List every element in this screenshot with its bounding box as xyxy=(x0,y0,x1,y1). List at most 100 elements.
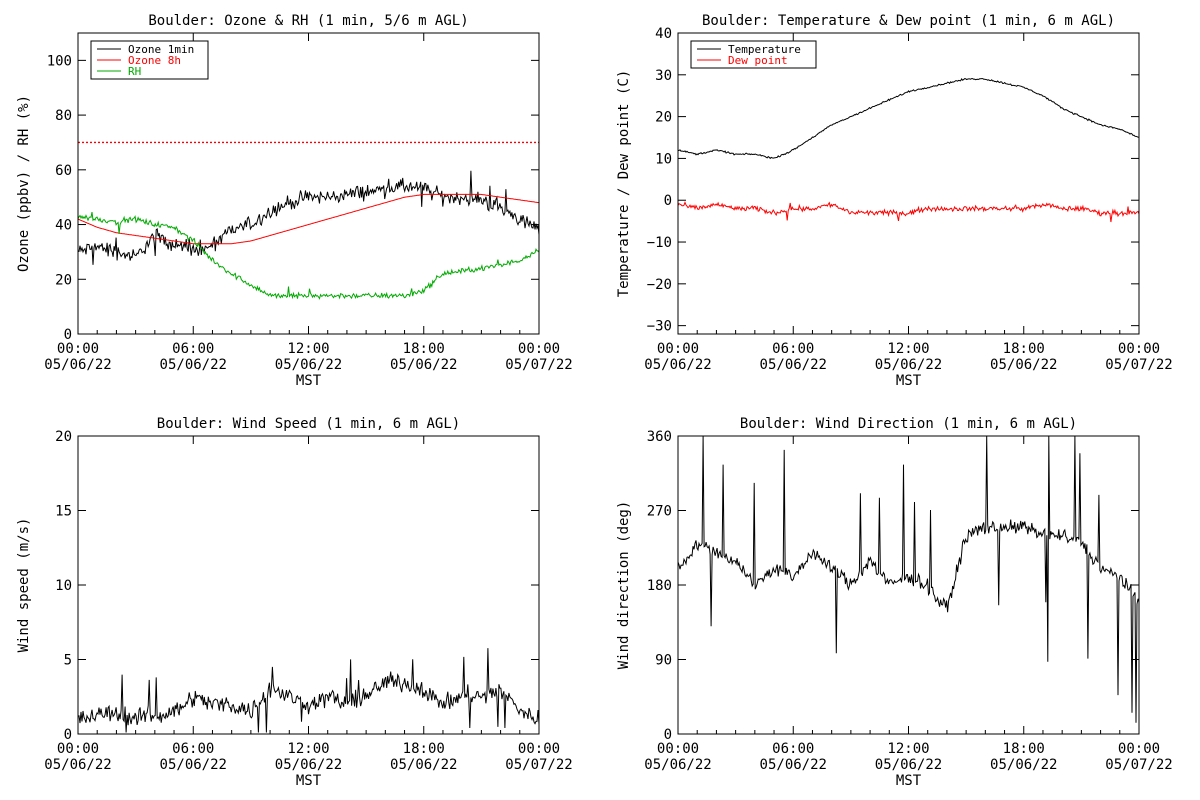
y-tick-label: 40 xyxy=(655,26,672,42)
x-axis-label: MST xyxy=(896,773,922,789)
panel-1: Boulder: Ozone & RH (1 min, 5/6 m AGL)00… xyxy=(16,13,573,389)
x-tick-label: 12:00 xyxy=(887,741,929,757)
panel-3: Boulder: Wind Speed (1 min, 6 m AGL) 00:0… xyxy=(16,416,573,789)
y-tick-label: −20 xyxy=(647,277,672,293)
x-tick-label: 12:00 xyxy=(287,741,329,757)
x-tick-date: 05/06/22 xyxy=(644,757,711,773)
plot-area xyxy=(78,648,539,733)
x-tick-label: 00:00 xyxy=(1118,341,1160,357)
legend-label: RH xyxy=(128,65,141,78)
x-tick-label: 18:00 xyxy=(1003,741,1045,757)
x-tick-label: 06:00 xyxy=(772,741,814,757)
legend-label: Dew point xyxy=(728,54,788,67)
plot-area xyxy=(78,141,539,300)
y-tick-label: 0 xyxy=(664,193,672,209)
x-tick-label: 00:00 xyxy=(518,741,560,757)
x-tick-date: 05/07/22 xyxy=(505,357,572,373)
plot-area xyxy=(678,436,1139,723)
x-tick-label: 06:00 xyxy=(172,341,214,357)
legend-label: Ozone 1min xyxy=(128,43,194,56)
x-tick-date: 05/06/22 xyxy=(644,357,711,373)
x-tick-date: 05/06/22 xyxy=(275,357,342,373)
series-line-wind-direction-deg xyxy=(678,436,1139,723)
plot-area xyxy=(678,77,1139,223)
y-tick-label: 0 xyxy=(64,327,72,343)
x-tick-date: 05/06/22 xyxy=(760,757,827,773)
x-tick-date: 05/06/22 xyxy=(390,757,457,773)
x-tick-date: 05/06/22 xyxy=(160,357,227,373)
x-tick-date: 05/07/22 xyxy=(1105,357,1172,373)
x-tick-label: 18:00 xyxy=(403,741,445,757)
plot-frame xyxy=(677,435,1140,735)
y-tick-label: 60 xyxy=(55,163,72,179)
y-axis-label: Wind direction (deg) xyxy=(616,501,632,670)
y-tick-label: 10 xyxy=(655,151,672,167)
legend-label: Temperature xyxy=(728,43,801,56)
x-axis-label: MST xyxy=(896,373,922,389)
x-tick-label: 00:00 xyxy=(57,341,99,357)
x-tick-label: 06:00 xyxy=(772,341,814,357)
x-tick-label: 00:00 xyxy=(518,341,560,357)
x-tick-date: 05/06/22 xyxy=(44,757,111,773)
y-tick-label: 10 xyxy=(55,578,72,594)
y-tick-label: 100 xyxy=(47,53,72,69)
x-tick-label: 00:00 xyxy=(657,741,699,757)
y-tick-label: 80 xyxy=(55,108,72,124)
x-tick-label: 12:00 xyxy=(287,341,329,357)
x-tick-date: 05/07/22 xyxy=(1105,757,1172,773)
panel-title: Boulder: Ozone & RH (1 min, 5/6 m AGL) xyxy=(148,13,468,29)
x-tick-date: 05/06/22 xyxy=(390,357,457,373)
y-tick-label: 360 xyxy=(647,429,672,445)
x-tick-label: 00:00 xyxy=(1118,741,1160,757)
y-axis-label: Ozone (ppbv) / RH (%) xyxy=(16,95,32,272)
x-tick-date: 05/06/22 xyxy=(990,757,1057,773)
panel-title: Boulder: Temperature & Dew point (1 min,… xyxy=(702,13,1115,29)
plot-frame xyxy=(77,435,540,735)
y-tick-label: 20 xyxy=(55,429,72,445)
x-tick-label: 18:00 xyxy=(403,341,445,357)
y-tick-label: 20 xyxy=(655,110,672,126)
x-tick-date: 05/06/22 xyxy=(990,357,1057,373)
y-axis-label: Temperature / Dew point (C) xyxy=(616,70,632,298)
x-axis-label: MST xyxy=(296,773,322,789)
y-tick-label: 30 xyxy=(655,68,672,84)
y-tick-label: −30 xyxy=(647,319,672,335)
x-tick-label: 12:00 xyxy=(887,341,929,357)
y-tick-label: 0 xyxy=(664,727,672,743)
x-tick-label: 06:00 xyxy=(172,741,214,757)
legend-label: Ozone 8h xyxy=(128,54,181,67)
y-tick-label: 0 xyxy=(64,727,72,743)
x-tick-label: 18:00 xyxy=(1003,341,1045,357)
y-tick-label: 5 xyxy=(64,653,72,669)
y-tick-label: 15 xyxy=(55,504,72,520)
series-line-rh xyxy=(78,212,539,300)
panel-title: Boulder: Wind Speed (1 min, 6 m AGL) xyxy=(157,416,460,432)
legend-box xyxy=(690,40,817,69)
series-line-temperature xyxy=(678,77,1139,160)
x-tick-date: 05/06/22 xyxy=(275,757,342,773)
y-axis-label: Wind speed (m/s) xyxy=(16,518,32,653)
panel-2: Boulder: Temperature & Dew point (1 min,… xyxy=(616,13,1173,389)
y-tick-label: 270 xyxy=(647,504,672,520)
x-tick-label: 00:00 xyxy=(657,341,699,357)
series-line-ozone-8h xyxy=(78,193,539,245)
y-tick-label: 20 xyxy=(55,272,72,288)
panel-4: Boulder: Wind Direction (1 min, 6 m AGL)… xyxy=(616,416,1173,789)
y-tick-label: 90 xyxy=(655,653,672,669)
series-line-dew-point xyxy=(678,200,1139,223)
x-tick-label: 00:00 xyxy=(57,741,99,757)
x-tick-date: 05/06/22 xyxy=(44,357,111,373)
y-tick-label: 180 xyxy=(647,578,672,594)
x-tick-date: 05/07/22 xyxy=(505,757,572,773)
series-line-wind-speed-m-s xyxy=(78,648,539,733)
x-tick-date: 05/06/22 xyxy=(875,757,942,773)
x-tick-date: 05/06/22 xyxy=(160,757,227,773)
y-tick-label: −10 xyxy=(647,235,672,251)
y-tick-label: 40 xyxy=(55,218,72,234)
x-axis-label: MST xyxy=(296,373,322,389)
panel-title: Boulder: Wind Direction (1 min, 6 m AGL) xyxy=(740,416,1077,432)
x-tick-date: 05/06/22 xyxy=(875,357,942,373)
